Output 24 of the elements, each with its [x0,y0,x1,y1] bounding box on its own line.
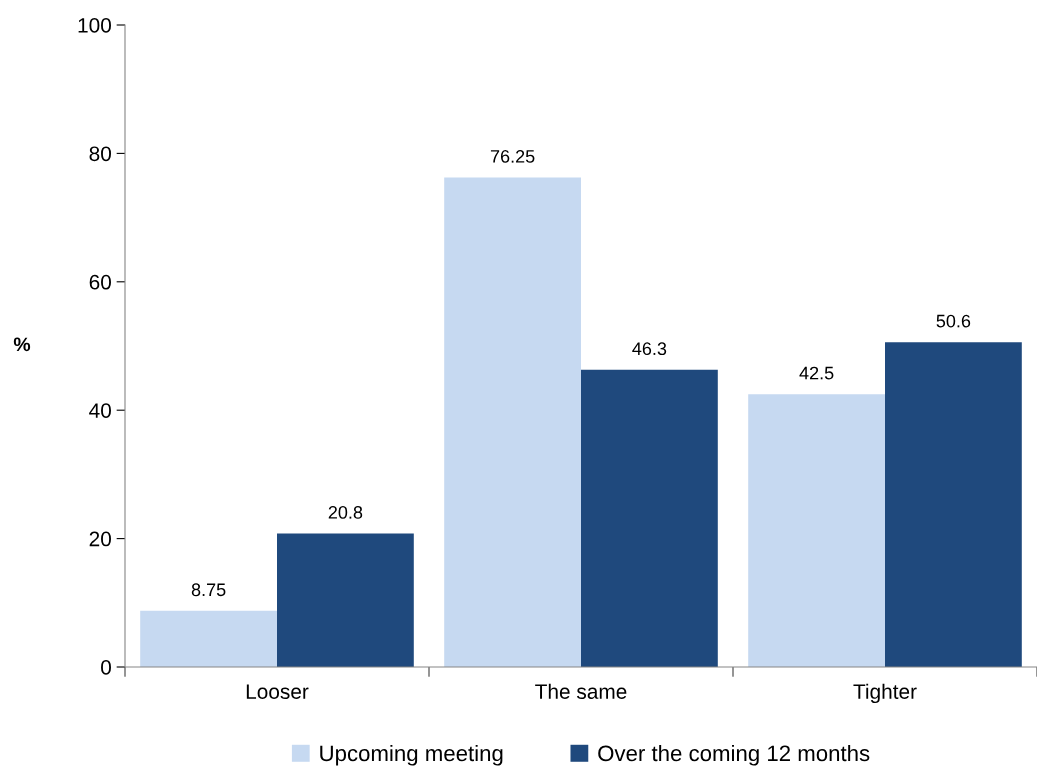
y-tick-label: 80 [89,146,111,162]
bar [885,342,1022,667]
y-axis-title: % [13,337,31,352]
x-tick-label: The same [535,683,627,699]
bar [444,177,581,667]
x-tick-label: Tighter [853,683,917,704]
data-label: 20.8 [328,506,363,519]
data-label: 46.3 [632,342,667,356]
bar [277,533,414,667]
bar [581,369,718,667]
data-label: 42.5 [799,366,834,380]
x-tick-label: Looser [246,684,309,699]
data-label: 76.25 [490,150,535,163]
y-tick-label: 20 [89,531,111,547]
y-tick-label: 60 [89,274,111,290]
bar [748,394,885,667]
y-tick-label: 100 [78,18,111,33]
data-label: 50.6 [936,314,971,328]
y-tick-label: 40 [89,403,111,418]
legend-label: Over the coming 12 months [598,744,870,766]
legend-label: Upcoming meeting [320,744,503,766]
data-label: 8.75 [191,583,226,597]
y-tick-label: 0 [101,660,111,675]
bar [140,610,277,667]
